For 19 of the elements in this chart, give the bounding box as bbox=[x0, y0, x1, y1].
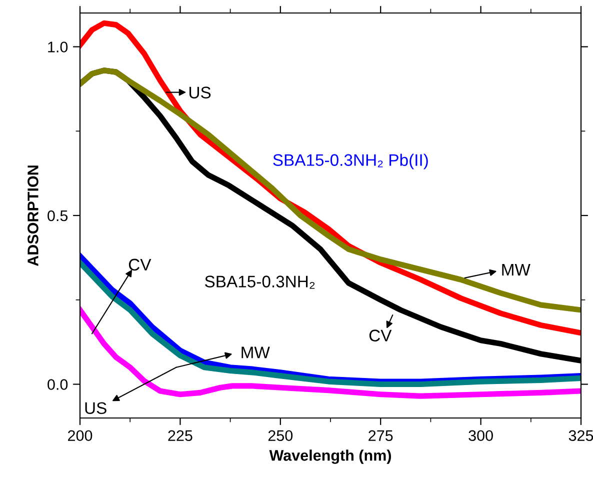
x-tick-label: 300 bbox=[468, 430, 493, 442]
x-axis-title: Wavelength (nm) bbox=[269, 450, 391, 464]
x-tick-label: 250 bbox=[268, 430, 293, 442]
annotation: US bbox=[85, 402, 106, 414]
annotation: CV bbox=[369, 330, 392, 342]
annotation: MW bbox=[242, 346, 270, 358]
y-axis-title: ADSORPTION bbox=[28, 166, 38, 266]
y-tick-label: 0.5 bbox=[48, 210, 68, 222]
x-tick-label: 275 bbox=[368, 430, 393, 442]
x-tick-label: 225 bbox=[168, 430, 192, 442]
y-tick-label: 1.0 bbox=[48, 42, 68, 52]
annotation: SBA15-0.3NH₂ bbox=[205, 276, 315, 289]
annotation: MW bbox=[502, 264, 530, 276]
annotation: CV bbox=[128, 258, 152, 271]
x-tick-label: 200 bbox=[68, 430, 92, 442]
y-tick-label: 0.0 bbox=[48, 379, 68, 390]
annotation: SBA15-0.3NH₂ Pb(II) bbox=[273, 154, 428, 170]
x-tick-label: 325 bbox=[568, 430, 593, 442]
annotation: US bbox=[190, 86, 211, 98]
